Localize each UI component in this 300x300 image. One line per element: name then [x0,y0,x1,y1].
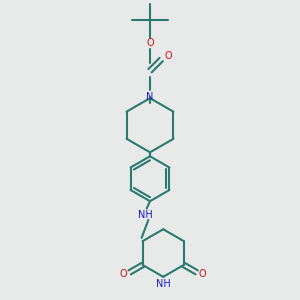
Text: O: O [120,269,127,279]
Text: O: O [164,51,172,61]
Text: N: N [146,92,154,101]
Text: O: O [199,269,206,279]
Text: NH: NH [156,279,171,289]
Text: O: O [146,38,154,48]
Text: NH: NH [138,210,152,220]
